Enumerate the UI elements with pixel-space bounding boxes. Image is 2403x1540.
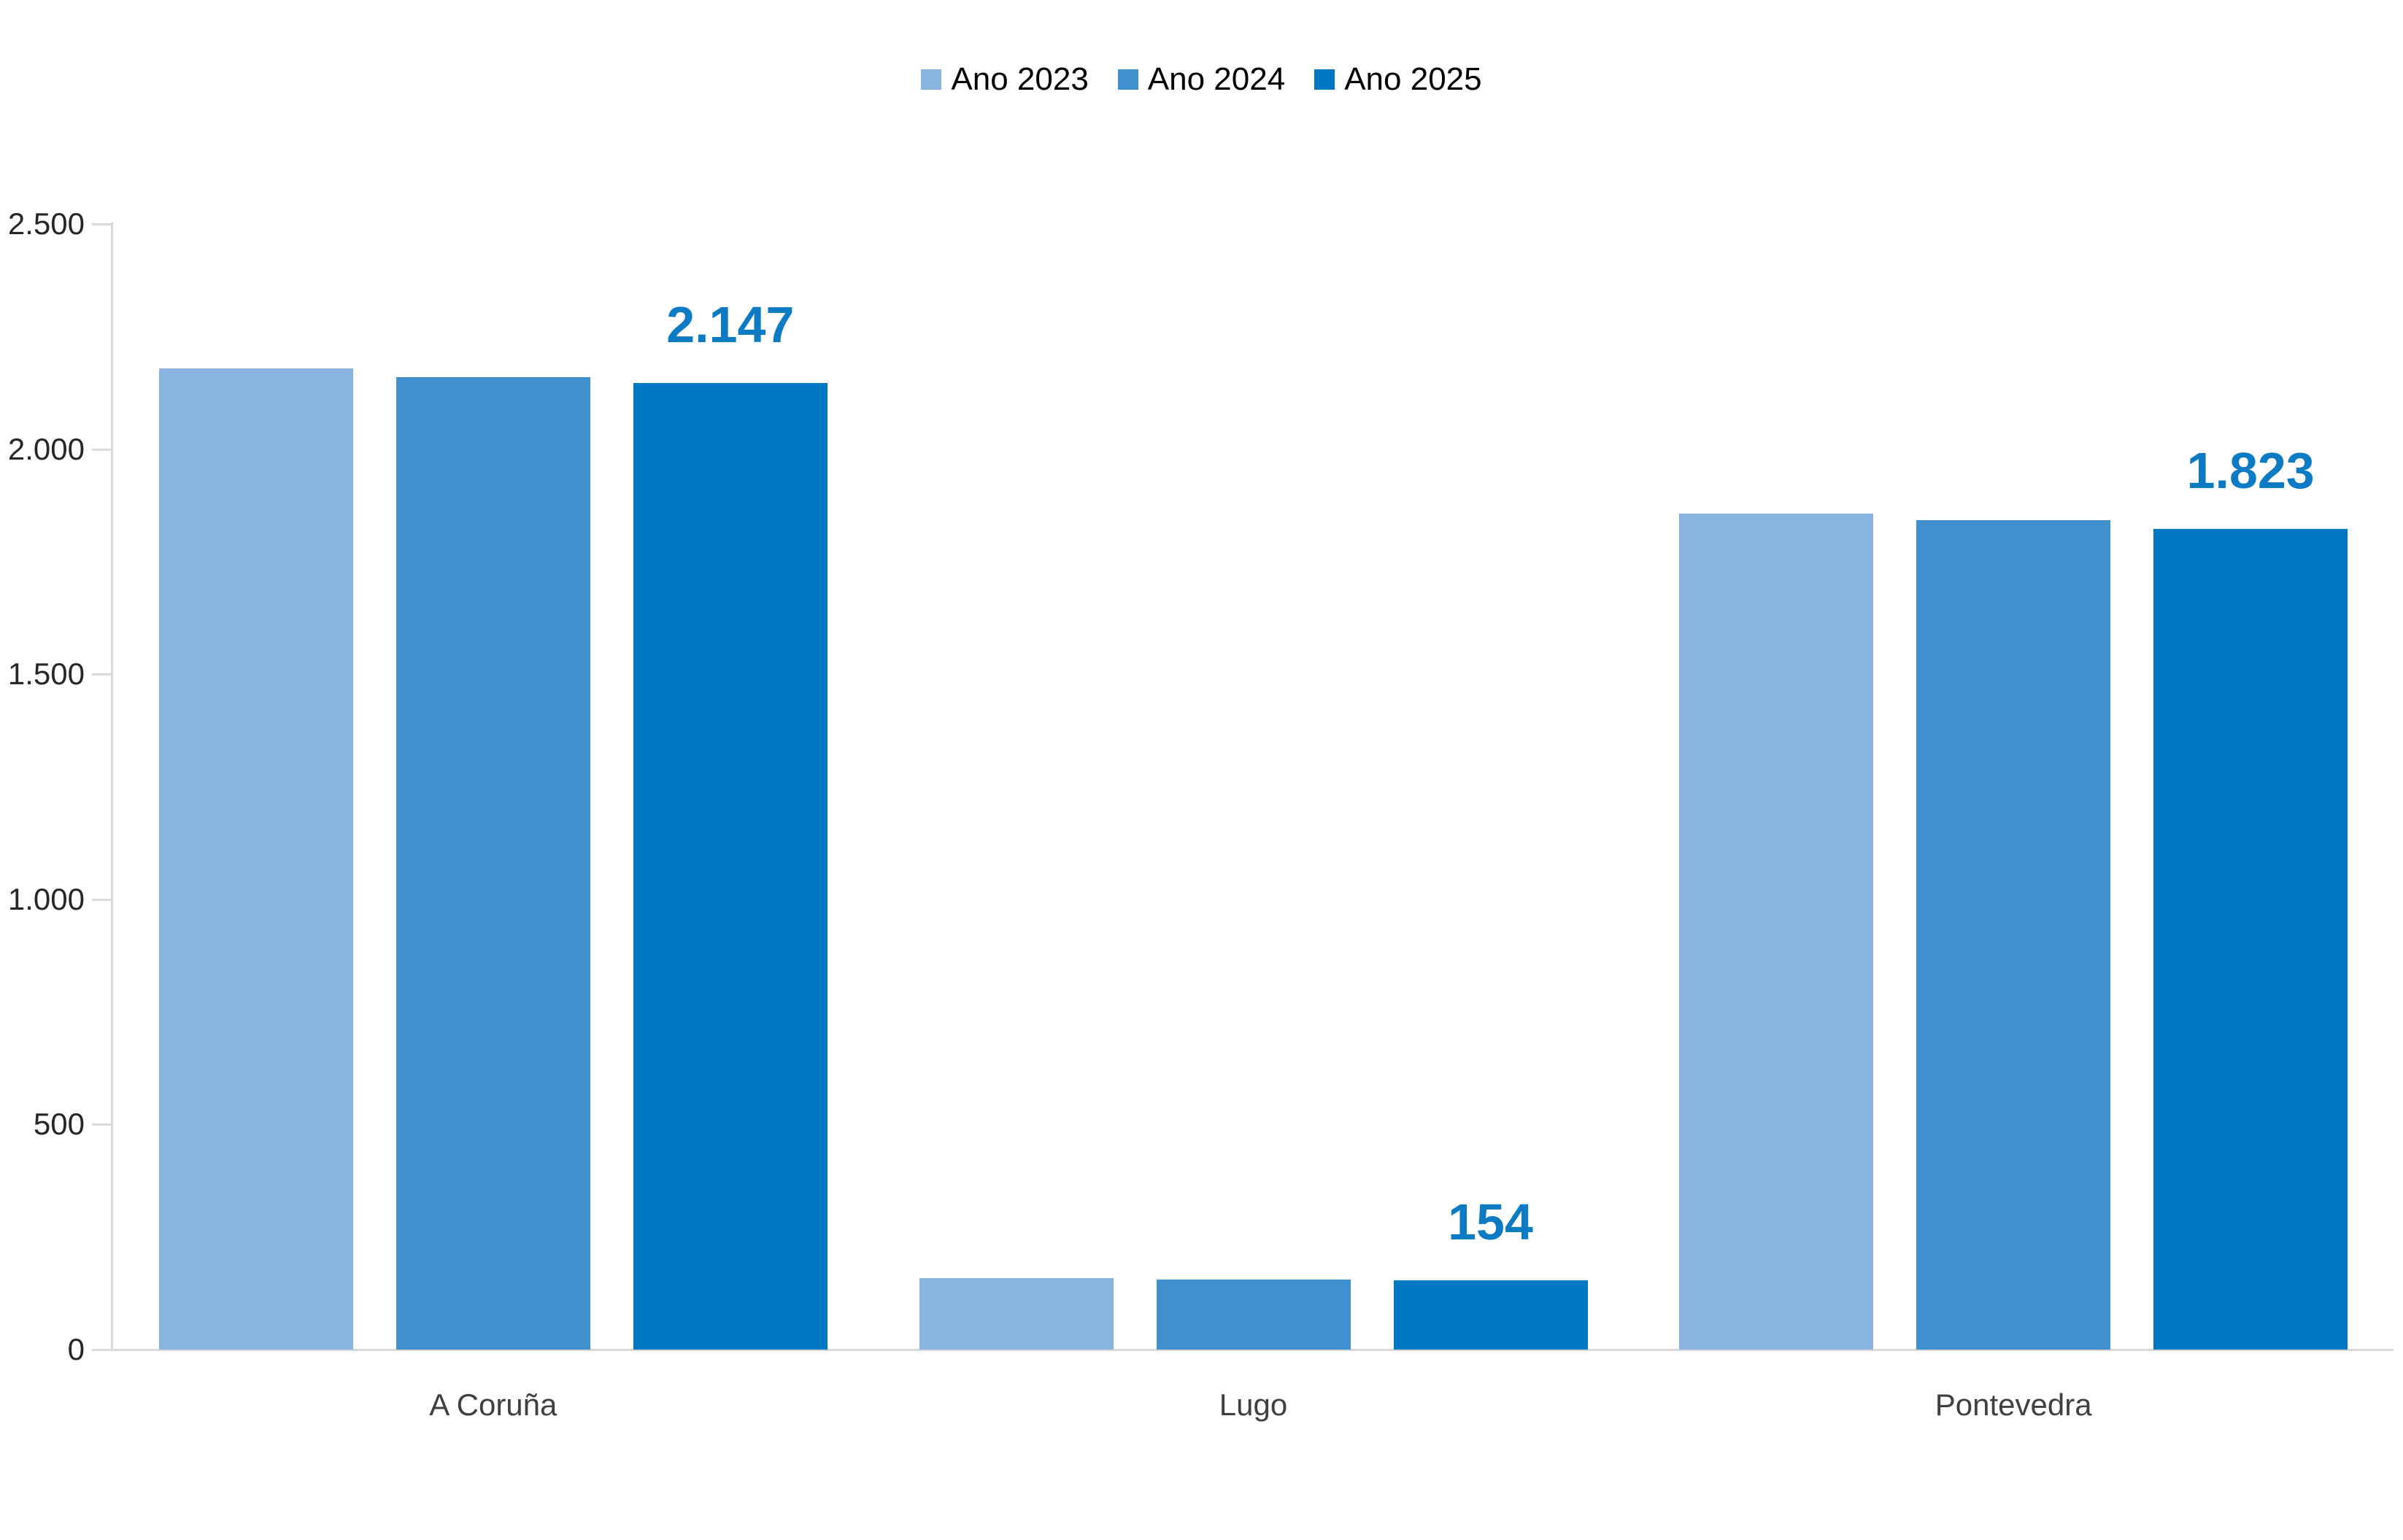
y-axis-tick-mark xyxy=(92,898,111,901)
y-axis-tick-mark xyxy=(92,1123,111,1126)
bar-ano-2024-a-coruna xyxy=(396,376,590,1350)
bar-data-label-pontevedra: 1.823 xyxy=(2186,441,2315,499)
legend-label: Ano 2024 xyxy=(1147,61,1286,97)
y-axis-tick-mark xyxy=(92,448,111,451)
y-axis-tick-label: 2.500 xyxy=(7,206,85,241)
legend-item-ano-2025[interactable]: Ano 2025 xyxy=(1314,61,1482,98)
y-axis-tick-label: 1.500 xyxy=(7,657,85,692)
y-axis-tick-mark xyxy=(92,223,111,225)
bar-ano-2024-pontevedra xyxy=(1916,519,2111,1350)
legend-item-ano-2023[interactable]: Ano 2023 xyxy=(921,61,1089,98)
y-axis-tick-label: 500 xyxy=(33,1107,85,1142)
y-axis-tick-mark xyxy=(92,673,111,676)
x-axis-category-label-lugo: Lugo xyxy=(1219,1388,1288,1422)
bar-ano-2024-lugo xyxy=(1156,1280,1351,1350)
y-axis-tick-label: 1.000 xyxy=(7,881,85,916)
y-axis-tick-label: 0 xyxy=(67,1332,85,1366)
x-axis-line xyxy=(92,1349,2394,1351)
bar-ano-2025-a-coruna xyxy=(633,382,828,1350)
legend: Ano 2023 Ano 2024 Ano 2025 xyxy=(0,61,2403,98)
legend-item-ano-2024[interactable]: Ano 2024 xyxy=(1117,61,1286,98)
y-axis-tick-label: 2.000 xyxy=(7,431,85,466)
legend-swatch-icon xyxy=(921,69,942,90)
bar-ano-2025-lugo xyxy=(1393,1280,1588,1350)
bar-ano-2025-pontevedra xyxy=(2153,528,2348,1350)
legend-label: Ano 2023 xyxy=(951,61,1089,97)
legend-label: Ano 2025 xyxy=(1344,61,1482,97)
bar-ano-2023-lugo xyxy=(919,1278,1114,1350)
legend-swatch-icon xyxy=(1314,69,1335,90)
x-axis-category-label-pontevedra: Pontevedra xyxy=(1935,1388,2092,1422)
x-axis-category-label-a-coruna: A Coruña xyxy=(429,1388,558,1422)
bar-data-label-lugo: 154 xyxy=(1448,1193,1533,1250)
bar-ano-2023-a-coruna xyxy=(158,368,353,1350)
bar-ano-2023-pontevedra xyxy=(1679,514,1874,1350)
y-axis-line xyxy=(111,223,113,1350)
bar-data-label-a-coruna: 2.147 xyxy=(666,295,795,353)
legend-swatch-icon xyxy=(1117,69,1138,90)
